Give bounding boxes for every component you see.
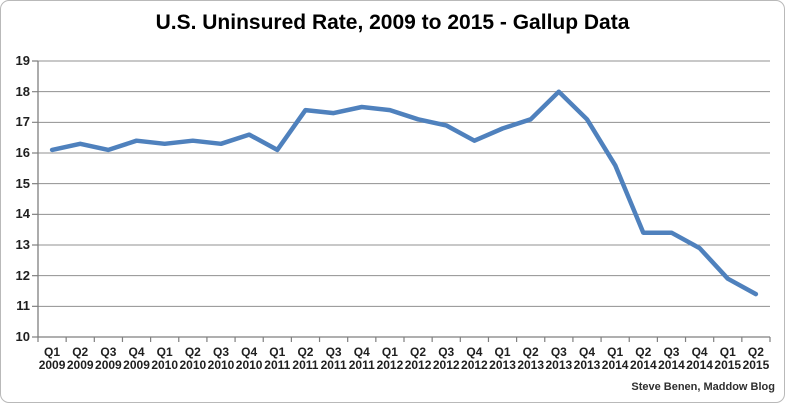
x-axis-tick-label: Q3 2009 (93, 346, 123, 372)
x-axis-tick-label: Q1 2012 (375, 346, 405, 372)
year-label: 2013 (489, 358, 516, 372)
x-axis-tick-label: Q4 2014 (685, 346, 715, 372)
quarter-label: Q1 (494, 345, 511, 359)
y-axis-tick-label: 11 (16, 298, 30, 314)
quarter-label: Q1 (269, 345, 286, 359)
x-axis-tick-label: Q1 2015 (713, 346, 743, 372)
x-axis-tick-label: Q2 2010 (178, 346, 208, 372)
y-axis-tick-label: 10 (15, 329, 30, 344)
year-label: 2010 (207, 358, 235, 372)
year-label: 2013 (517, 358, 545, 372)
x-axis-tick-label: Q1 2009 (37, 346, 67, 372)
y-axis-tick-label: 18 (15, 83, 30, 99)
year-label: 2014 (601, 358, 629, 372)
y-axis-tick-label: 12 (15, 267, 30, 283)
quarter-label: Q4 (578, 345, 595, 359)
year-label: 2012 (461, 358, 488, 372)
x-axis-tick-label: Q2 2009 (65, 346, 95, 372)
quarter-label: Q4 (353, 345, 370, 359)
year-label: 2015 (742, 358, 770, 372)
quarter-label: Q3 (438, 345, 455, 359)
x-axis-tick-label: Q2 2012 (403, 346, 433, 372)
quarter-label: Q1 (607, 345, 624, 359)
x-axis-tick-label: Q3 2010 (206, 346, 236, 372)
x-axis-tick-label: Q4 2011 (347, 346, 377, 372)
quarter-label: Q2 (635, 345, 652, 359)
year-label: 2010 (179, 358, 207, 372)
y-axis-tick-label: 15 (15, 175, 30, 191)
quarter-label: Q4 (691, 345, 708, 359)
year-label: 2009 (123, 358, 150, 372)
uninsured-rate-line (49, 89, 759, 297)
year-label: 2009 (95, 358, 122, 372)
year-label: 2012 (404, 358, 432, 372)
year-label: 2012 (432, 358, 460, 372)
x-axis-tick-label: Q3 2011 (319, 346, 349, 372)
y-axis-tick-label: 16 (15, 145, 30, 160)
quarter-label: Q1 (156, 345, 173, 359)
year-label: 2011 (264, 358, 291, 372)
quarter-label: Q2 (410, 345, 427, 359)
attribution-text: Steve Benen, Maddow Blog (631, 381, 775, 393)
year-label: 2010 (151, 358, 179, 372)
quarter-label: Q3 (100, 345, 117, 359)
x-axis-tick-label: Q4 2013 (572, 346, 602, 372)
quarter-label: Q2 (297, 345, 314, 359)
quarter-label: Q2 (72, 345, 89, 359)
y-axis-tick-label: 14 (15, 206, 30, 222)
year-label: 2014 (629, 358, 657, 372)
x-axis-tick-label: Q2 2011 (290, 346, 320, 372)
quarter-label: Q4 (128, 345, 145, 359)
x-axis-tick-label: Q4 2010 (234, 346, 264, 372)
year-label: 2011 (320, 358, 347, 372)
quarter-label: Q2 (747, 345, 764, 359)
year-label: 2013 (545, 358, 573, 372)
x-axis-tick-label: Q1 2013 (488, 346, 518, 372)
quarter-label: Q1 (381, 345, 398, 359)
year-label: 2015 (714, 358, 742, 372)
x-axis-tick-label: Q1 2014 (600, 346, 630, 372)
y-axis-tick-label: 19 (15, 53, 30, 68)
quarter-label: Q3 (663, 345, 680, 359)
x-axis-tick-label: Q2 2015 (741, 346, 771, 372)
quarter-label: Q3 (212, 345, 229, 359)
quarter-label: Q1 (719, 345, 736, 359)
x-axis-tick-label: Q4 2012 (459, 346, 489, 372)
year-label: 2009 (38, 358, 66, 372)
quarter-label: Q4 (241, 345, 258, 359)
year-label: 2014 (686, 358, 713, 372)
quarter-label: Q3 (550, 345, 567, 359)
x-axis-tick-label: Q3 2012 (431, 346, 461, 372)
x-axis-tick-label: Q1 2010 (150, 346, 180, 372)
x-axis-tick-label: Q3 2014 (656, 346, 686, 372)
year-label: 2011 (292, 358, 319, 372)
year-label: 2013 (573, 358, 601, 372)
year-label: 2012 (376, 358, 404, 372)
quarter-label: Q2 (522, 345, 539, 359)
quarter-label: Q2 (184, 345, 201, 359)
x-axis-tick-label: Q1 2011 (262, 346, 292, 372)
year-label: 2010 (235, 358, 263, 372)
x-axis-tick-label: Q2 2014 (628, 346, 658, 372)
quarter-label: Q3 (325, 345, 342, 359)
year-label: 2009 (66, 358, 94, 372)
y-axis-tick-label: 17 (15, 114, 30, 130)
chart-title: U.S. Uninsured Rate, 2009 to 2015 - Gall… (155, 11, 630, 34)
x-axis-tick-label: Q3 2013 (544, 346, 574, 372)
year-label: 2014 (658, 358, 685, 372)
quarter-label: Q1 (44, 345, 61, 359)
x-axis-tick-label: Q2 2013 (516, 346, 546, 372)
y-axis-tick-label: 13 (15, 237, 30, 252)
x-axis-tick-label: Q4 2009 (122, 346, 152, 372)
year-label: 2011 (348, 358, 375, 372)
quarter-label: Q4 (466, 345, 483, 359)
